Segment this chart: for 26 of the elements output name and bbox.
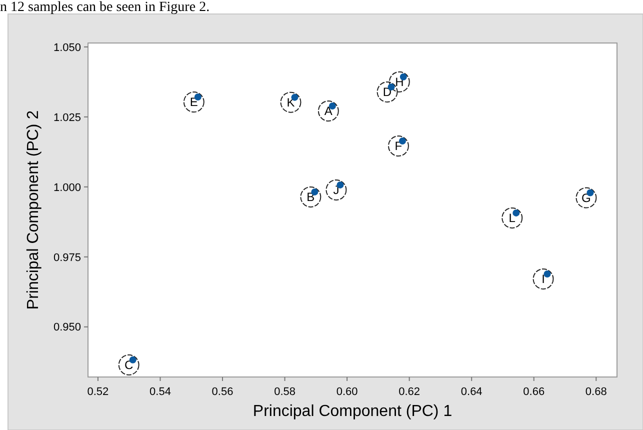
x-tick-label: 0.62 bbox=[398, 386, 420, 398]
y-tick-label: 0.975 bbox=[53, 252, 81, 264]
y-axis-title: Principal Component (PC) 2 bbox=[25, 110, 42, 310]
text: n 12 samples can be seen in Figure 2. bbox=[0, 0, 210, 15]
x-tick-label: 0.60 bbox=[336, 386, 358, 398]
x-tick-label: 0.64 bbox=[460, 386, 482, 398]
x-axis-title: Principal Component (PC) 1 bbox=[252, 403, 452, 420]
x-tick-label: 0.58 bbox=[274, 386, 296, 398]
annotation: A bbox=[324, 104, 332, 118]
point bbox=[544, 270, 551, 278]
x-tick-label: 0.66 bbox=[523, 386, 545, 398]
label-ring: A bbox=[318, 100, 339, 122]
y-tick-label: 0.950 bbox=[53, 322, 81, 334]
x-tick-label: 0.56 bbox=[212, 386, 234, 398]
annotation: L bbox=[508, 211, 516, 226]
annotation: I bbox=[542, 272, 545, 286]
label-ring: I bbox=[532, 268, 554, 290]
annotation: K bbox=[286, 96, 295, 110]
y-tick-label: 1.050 bbox=[53, 42, 81, 54]
y-tick-label: 1.000 bbox=[53, 182, 81, 194]
label-ring: K bbox=[280, 92, 302, 113]
x-tick-label: 0.54 bbox=[150, 386, 171, 398]
label-ring: L bbox=[502, 207, 523, 228]
x-tick-label: 0.52 bbox=[87, 386, 109, 398]
y-tick-label: 1.025 bbox=[53, 112, 81, 124]
x-tick-label: 0.68 bbox=[585, 386, 607, 398]
